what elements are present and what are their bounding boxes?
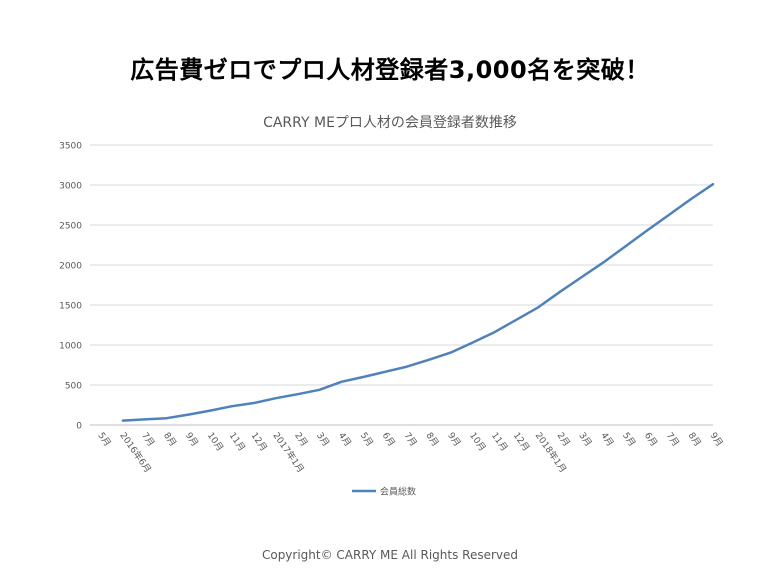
gridlines (90, 144, 713, 426)
x-tick-label: 8月 (423, 430, 440, 448)
x-tick-label: 6月 (642, 430, 659, 448)
y-axis-ticks: 0 500 1000 1500 2000 2500 3000 3500 (59, 142, 82, 432)
legend: 会員総数 (352, 486, 416, 498)
chart-title: CARRY MEプロ人材の会員登録者数推移 (263, 115, 517, 131)
y-tick-label: 2000 (59, 262, 82, 272)
x-tick-label: 6月 (380, 430, 397, 448)
x-tick-label: 5月 (620, 430, 637, 448)
x-tick-label: 7月 (664, 430, 681, 448)
x-tick-label: 2月 (292, 430, 309, 448)
copyright-footer: Copyright© CARRY ME All Rights Reserved (261, 548, 519, 562)
x-tick-label: 2月 (555, 430, 572, 448)
x-tick-label: 9月 (183, 430, 200, 448)
series-line (121, 182, 715, 422)
series-lines (121, 182, 715, 422)
y-tick-label: 2500 (59, 222, 82, 232)
y-tick-label: 3500 (59, 142, 82, 152)
x-tick-label: 3月 (576, 430, 593, 448)
legend-label: 会員総数 (380, 486, 416, 498)
x-tick-label: 9月 (445, 430, 462, 448)
y-tick-label: 1000 (59, 342, 82, 352)
page-headline: 広告費ゼロでプロ人材登録者3,000名を突破！ (130, 56, 650, 84)
x-tick-label: 12月 (511, 430, 532, 453)
y-tick-label: 3000 (59, 182, 82, 192)
y-tick-label: 0 (76, 422, 82, 432)
x-tick-label: 5月 (95, 430, 112, 448)
x-tick-label: 3月 (314, 430, 331, 448)
y-tick-label: 500 (65, 382, 82, 392)
x-tick-label: 4月 (598, 430, 615, 448)
x-tick-label: 5月 (358, 430, 375, 448)
x-tick-label: 12月 (248, 430, 269, 453)
x-tick-label: 8月 (686, 430, 703, 448)
x-tick-label: 10月 (205, 430, 226, 453)
x-tick-label: 10月 (467, 430, 488, 453)
x-tick-label: 7月 (402, 430, 419, 448)
x-tick-label: 9月 (708, 430, 725, 448)
x-tick-label: 11月 (227, 430, 248, 453)
x-tick-label: 11月 (489, 430, 510, 453)
y-tick-label: 1500 (59, 302, 82, 312)
x-tick-label: 8月 (161, 430, 178, 448)
x-tick-label: 7月 (139, 430, 156, 448)
x-tick-label: 4月 (336, 430, 353, 448)
